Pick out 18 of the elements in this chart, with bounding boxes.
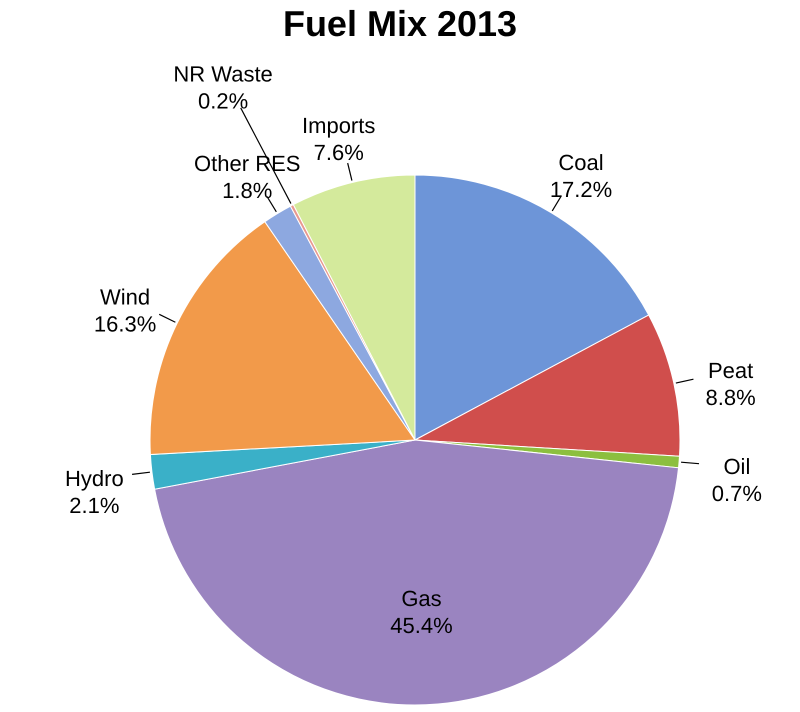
data-label: 7.6% (314, 140, 364, 166)
slice-label: Wind (100, 284, 150, 310)
slice-label: Coal (558, 150, 604, 175)
data-label: 8.8% (705, 385, 756, 410)
data-label: 17.2% (550, 176, 612, 202)
data-label: 16.3% (94, 312, 156, 337)
data-label: 0.2% (198, 88, 248, 114)
slice-label: NR Waste (173, 61, 273, 86)
data-label: 1.8% (222, 178, 272, 203)
data-label: 45.4% (390, 612, 453, 638)
chart-title: Fuel Mix 2013 (282, 3, 518, 44)
slice-label: Hydro (65, 466, 124, 491)
data-label: 0.7% (712, 480, 762, 506)
slice-label: Peat (708, 358, 754, 384)
slice-label: Oil (723, 454, 750, 479)
slice-label: Imports (302, 113, 376, 138)
slice-label: Gas (401, 586, 442, 611)
data-label: 2.1% (69, 492, 120, 518)
